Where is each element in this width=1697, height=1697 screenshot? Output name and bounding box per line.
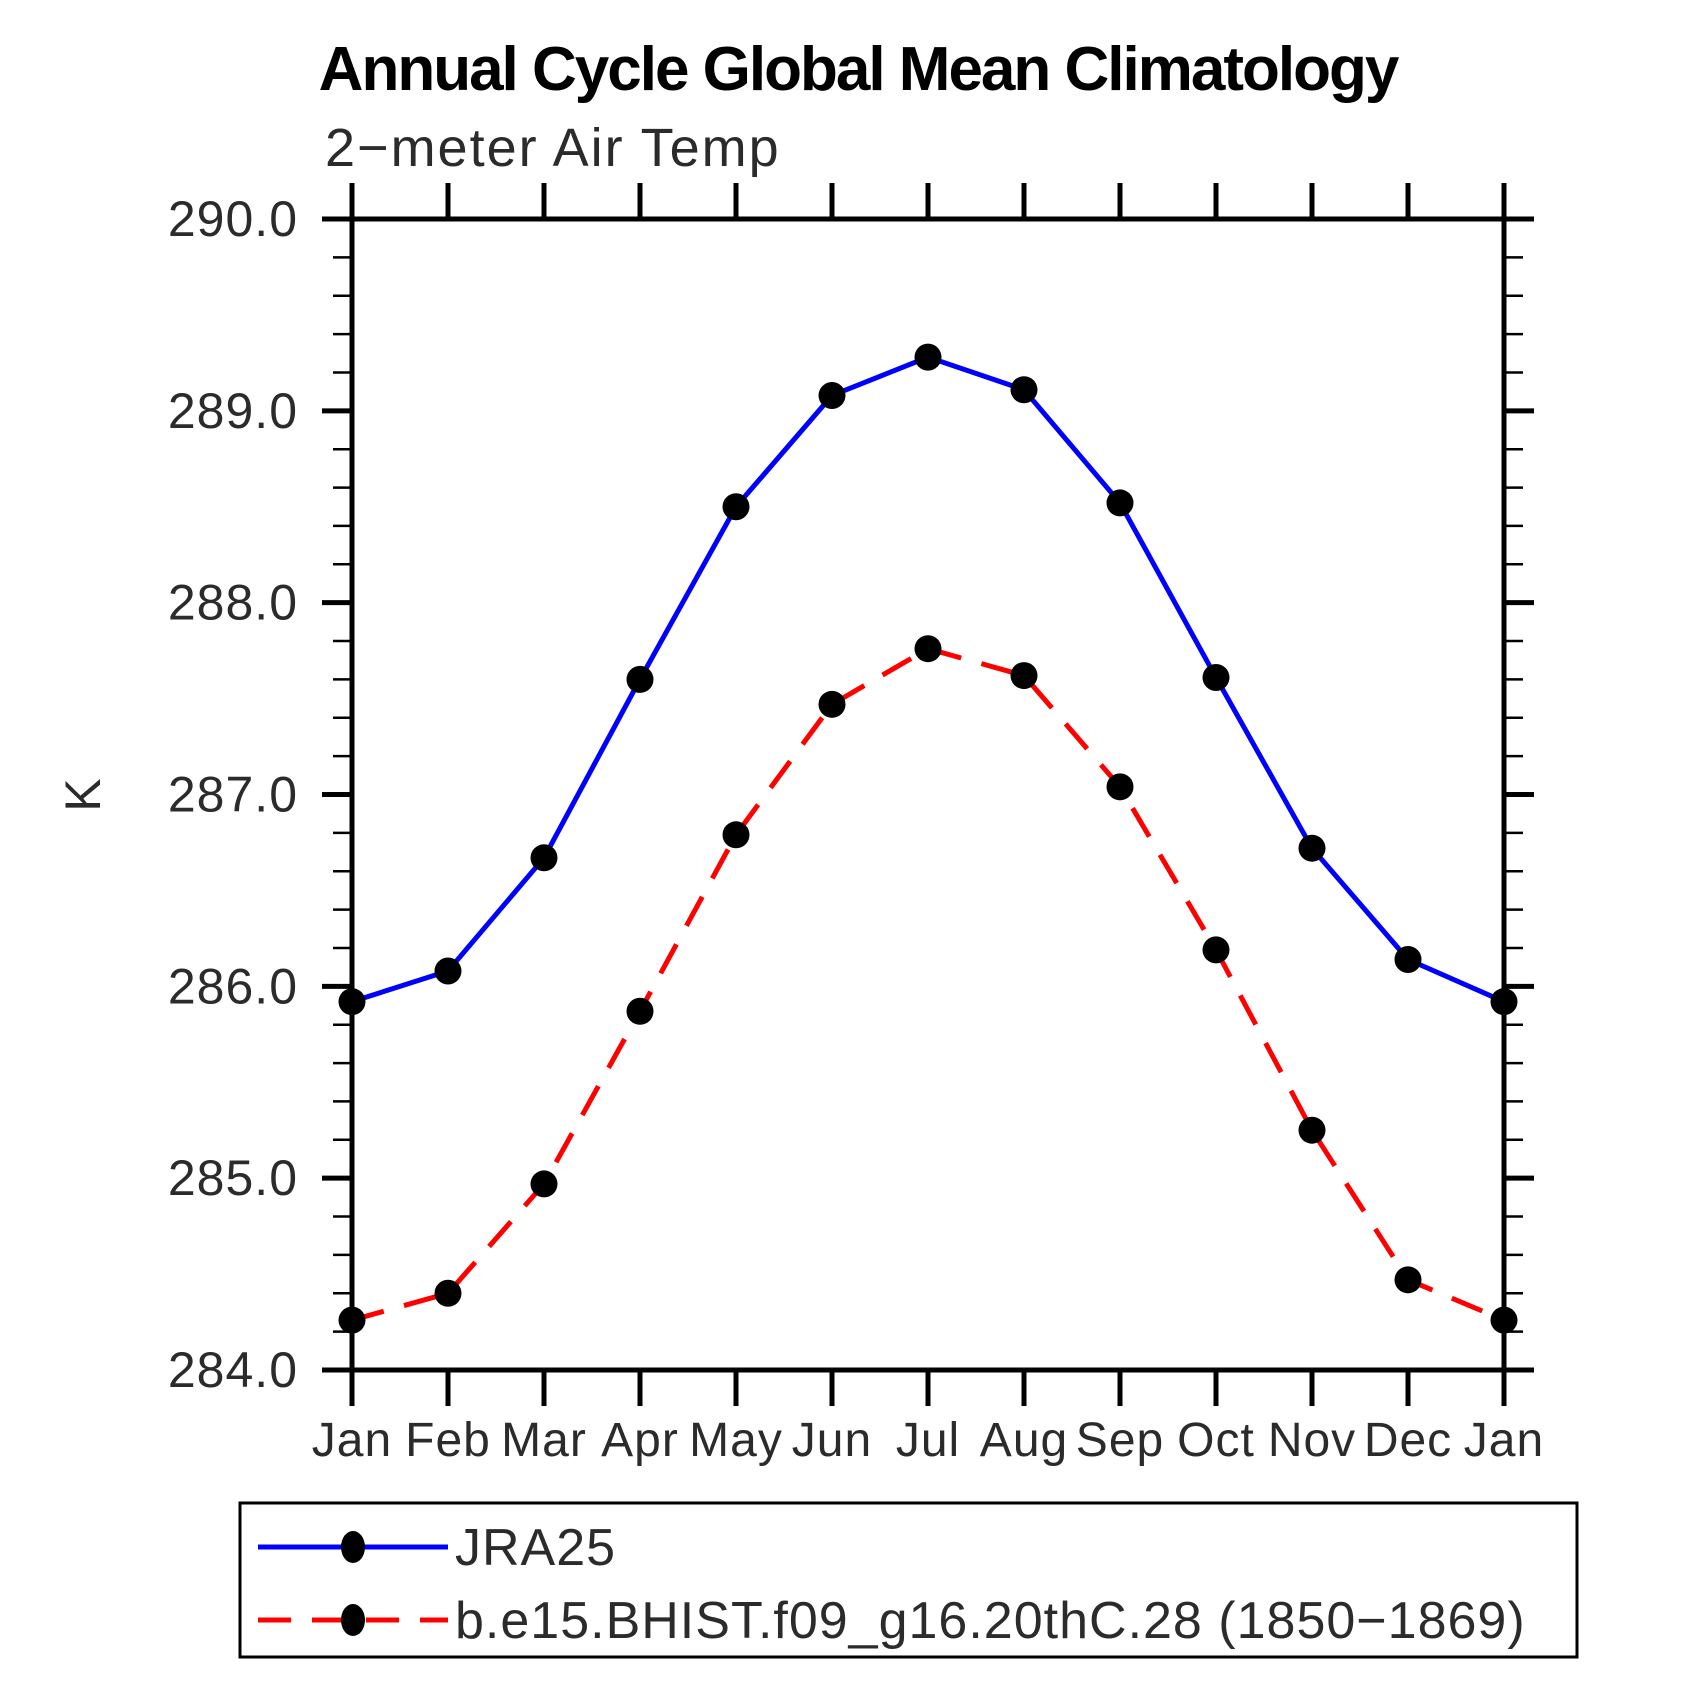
x-tick-labels: Jan Feb Mar Apr May Jun Jul Aug Sep Oct Nov Dec Jan — [312, 1414, 1544, 1467]
x-tick-label: Oct — [1177, 1414, 1255, 1467]
y-axis-label: K — [55, 778, 111, 811]
series-line-0 — [351, 354, 1506, 1005]
x-tick-label: Mar — [501, 1414, 587, 1467]
chart-subtitle: 2−meter Air Temp — [325, 118, 781, 178]
x-tick-label: Nov — [1268, 1414, 1356, 1467]
data-point-1-sep — [1106, 773, 1134, 801]
data-point-0-jul — [914, 343, 942, 371]
data-point-0-mar — [530, 844, 558, 872]
legend-marker-model-icon — [341, 1604, 365, 1636]
y-tick-label: 285.0 — [168, 1150, 298, 1206]
data-point-0-oct — [1202, 663, 1230, 691]
data-point-0-jan — [1490, 988, 1518, 1016]
data-point-0-aug — [1010, 376, 1038, 404]
data-point-1-jul — [914, 635, 942, 663]
data-point-0-sep — [1106, 489, 1134, 517]
data-point-0-jan — [338, 988, 366, 1016]
x-tick-label: Jan — [1464, 1414, 1544, 1467]
x-tick-label: Feb — [405, 1414, 491, 1467]
x-tick-label: Sep — [1076, 1414, 1164, 1467]
y-tick-label: 284.0 — [168, 1342, 298, 1398]
x-tick-label: Jul — [896, 1414, 960, 1467]
y-tick-label: 289.0 — [168, 383, 298, 439]
legend-box — [238, 1501, 1579, 1659]
legend: JRA25 b.e15.BHIST.f09_g16.20thC.28 (1850… — [238, 1501, 1579, 1659]
data-point-0-dec — [1394, 945, 1422, 973]
plot-frame — [349, 216, 1507, 1373]
data-point-0-feb — [434, 957, 462, 985]
data-point-1-feb — [434, 1279, 462, 1307]
x-tick-label: May — [689, 1414, 783, 1467]
data-point-1-jan — [338, 1306, 366, 1334]
data-point-1-apr — [626, 997, 654, 1025]
y-tick-label: 288.0 — [168, 575, 298, 631]
data-point-0-jun — [818, 381, 846, 409]
x-tick-label: Jan — [312, 1414, 392, 1467]
data-point-0-may — [722, 493, 750, 521]
data-point-1-dec — [1394, 1266, 1422, 1294]
y-tick-label: 286.0 — [168, 958, 298, 1014]
data-point-1-may — [722, 821, 750, 849]
x-tick-label: Dec — [1364, 1414, 1452, 1467]
y-tick-label: 287.0 — [168, 767, 298, 823]
data-point-1-mar — [530, 1170, 558, 1198]
y-tick-labels: 290.0 289.0 288.0 287.0 286.0 285.0 284.0 — [168, 191, 298, 1398]
data-point-1-oct — [1202, 936, 1230, 964]
data-point-0-nov — [1298, 834, 1326, 862]
chart-title: Annual Cycle Global Mean Climatology — [319, 35, 1400, 104]
series-lines — [351, 354, 1506, 1323]
x-tick-label: Jun — [792, 1414, 872, 1467]
data-point-0-apr — [626, 665, 654, 693]
data-point-1-aug — [1010, 662, 1038, 690]
series-line-1 — [351, 646, 1505, 1323]
x-tick-label: Apr — [601, 1414, 679, 1467]
legend-label-model: b.e15.BHIST.f09_g16.20thC.28 (1850−1869) — [455, 1592, 1526, 1650]
x-tick-label: Aug — [980, 1414, 1068, 1467]
series-markers — [338, 343, 1518, 1334]
axes — [322, 183, 1534, 1406]
data-point-1-nov — [1298, 1116, 1326, 1144]
legend-marker-jra25-icon — [341, 1531, 365, 1563]
y-tick-label: 290.0 — [168, 191, 298, 247]
data-point-1-jun — [818, 690, 846, 718]
legend-label-jra25: JRA25 — [455, 1519, 616, 1577]
data-point-1-jan — [1490, 1306, 1518, 1334]
